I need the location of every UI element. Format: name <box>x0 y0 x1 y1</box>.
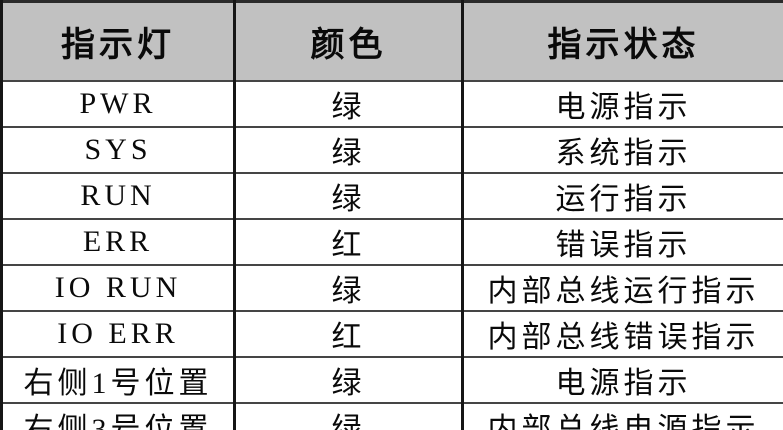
header-cell-status: 指示状态 <box>461 0 783 82</box>
header-row: 指示灯 颜色 指示状态 <box>0 0 783 82</box>
table-row: 右侧1号位置 绿 电源指示 <box>0 356 783 404</box>
cell-color: 绿 <box>233 264 464 312</box>
table-row: 右侧3号位置 绿 内部总线电源指示 <box>0 402 783 430</box>
table-row: IO ERR 红 内部总线错误指示 <box>0 310 783 358</box>
table-row: ERR 红 错误指示 <box>0 218 783 266</box>
cell-color: 绿 <box>233 126 464 174</box>
cell-status: 运行指示 <box>461 172 783 220</box>
header-cell-color: 颜色 <box>233 0 464 82</box>
cell-status: 内部总线运行指示 <box>461 264 783 312</box>
header-cell-indicator: 指示灯 <box>0 0 236 82</box>
table-row: PWR 绿 电源指示 <box>0 80 783 128</box>
cell-color: 绿 <box>233 356 464 404</box>
cell-status: 电源指示 <box>461 80 783 128</box>
table-row: IO RUN 绿 内部总线运行指示 <box>0 264 783 312</box>
cell-status: 电源指示 <box>461 356 783 404</box>
cell-indicator: 右侧1号位置 <box>0 356 236 404</box>
cell-color: 绿 <box>233 402 464 430</box>
cell-color: 绿 <box>233 80 464 128</box>
cell-color: 红 <box>233 310 464 358</box>
cell-indicator: PWR <box>0 80 236 128</box>
cell-indicator: SYS <box>0 126 236 174</box>
cell-status: 内部总线电源指示 <box>461 402 783 430</box>
cell-indicator: IO ERR <box>0 310 236 358</box>
cell-indicator: RUN <box>0 172 236 220</box>
table-body: PWR 绿 电源指示 SYS 绿 系统指示 RUN 绿 运行指示 ERR 红 错… <box>0 80 783 430</box>
table-header: 指示灯 颜色 指示状态 <box>0 0 783 82</box>
cell-indicator: 右侧3号位置 <box>0 402 236 430</box>
cell-color: 绿 <box>233 172 464 220</box>
cell-indicator: ERR <box>0 218 236 266</box>
cell-color: 红 <box>233 218 464 266</box>
cell-status: 系统指示 <box>461 126 783 174</box>
cell-indicator: IO RUN <box>0 264 236 312</box>
table-row: RUN 绿 运行指示 <box>0 172 783 220</box>
cell-status: 错误指示 <box>461 218 783 266</box>
cell-status: 内部总线错误指示 <box>461 310 783 358</box>
table-row: SYS 绿 系统指示 <box>0 126 783 174</box>
